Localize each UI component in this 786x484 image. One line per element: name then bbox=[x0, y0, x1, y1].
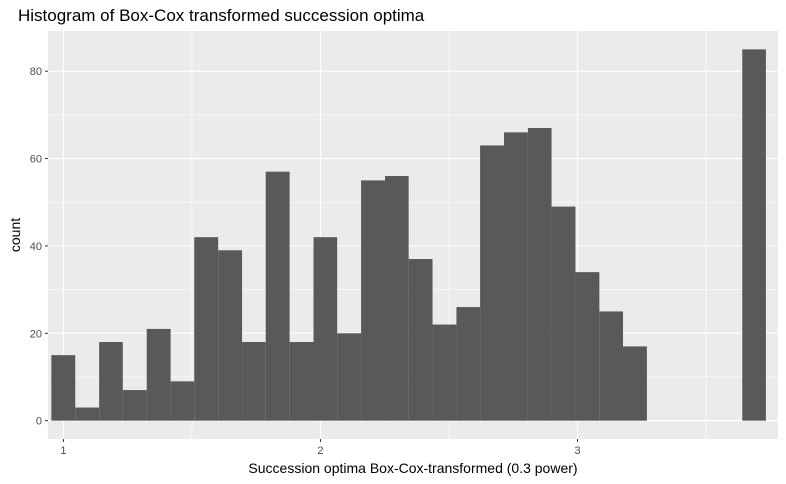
histogram-bar bbox=[599, 311, 624, 421]
minor-gridlines bbox=[48, 31, 778, 439]
x-axis-title: Succession optima Box-Cox-transformed (0… bbox=[248, 460, 577, 476]
histogram-bar bbox=[408, 259, 433, 421]
histogram-bar bbox=[503, 132, 528, 421]
histogram-bar bbox=[51, 355, 76, 421]
histogram-bar bbox=[623, 346, 647, 421]
histogram-bar bbox=[122, 390, 147, 421]
y-tick-label: 20 bbox=[30, 328, 42, 340]
histogram-bar bbox=[361, 180, 385, 421]
y-axis-title: count bbox=[7, 218, 23, 252]
histogram-bar bbox=[242, 342, 266, 421]
y-tick-label: 40 bbox=[30, 241, 42, 253]
histogram-bar bbox=[551, 206, 576, 421]
y-tick-label: 0 bbox=[36, 416, 42, 428]
chart-title: Histogram of Box-Cox transformed success… bbox=[18, 6, 425, 25]
histogram-bar bbox=[527, 127, 552, 421]
histogram-bar bbox=[575, 272, 600, 421]
histogram-bar bbox=[146, 328, 171, 421]
histogram-bar bbox=[75, 407, 100, 421]
histogram-bar bbox=[456, 307, 481, 421]
histogram-bar bbox=[194, 237, 219, 421]
y-tick-label: 60 bbox=[30, 154, 42, 166]
x-tick-label: 3 bbox=[574, 445, 580, 457]
histogram-bar bbox=[218, 250, 243, 421]
x-axis: 1 2 3 bbox=[60, 439, 581, 457]
x-tick-label: 1 bbox=[60, 445, 66, 457]
histogram-bar bbox=[742, 49, 766, 421]
histogram-bar bbox=[337, 333, 362, 421]
histogram-bar bbox=[384, 176, 409, 421]
histogram-bars bbox=[51, 49, 766, 421]
x-tick-label: 2 bbox=[317, 445, 323, 457]
histogram-bar bbox=[99, 342, 123, 421]
histogram-bar bbox=[265, 171, 290, 421]
histogram-bar bbox=[432, 324, 457, 421]
histogram-bar bbox=[170, 381, 195, 421]
histogram-bar bbox=[313, 237, 338, 421]
histogram-bar bbox=[480, 145, 504, 421]
y-tick-label: 80 bbox=[30, 66, 42, 78]
histogram-bar bbox=[289, 342, 314, 421]
y-axis: 0 20 40 60 80 bbox=[30, 66, 48, 428]
